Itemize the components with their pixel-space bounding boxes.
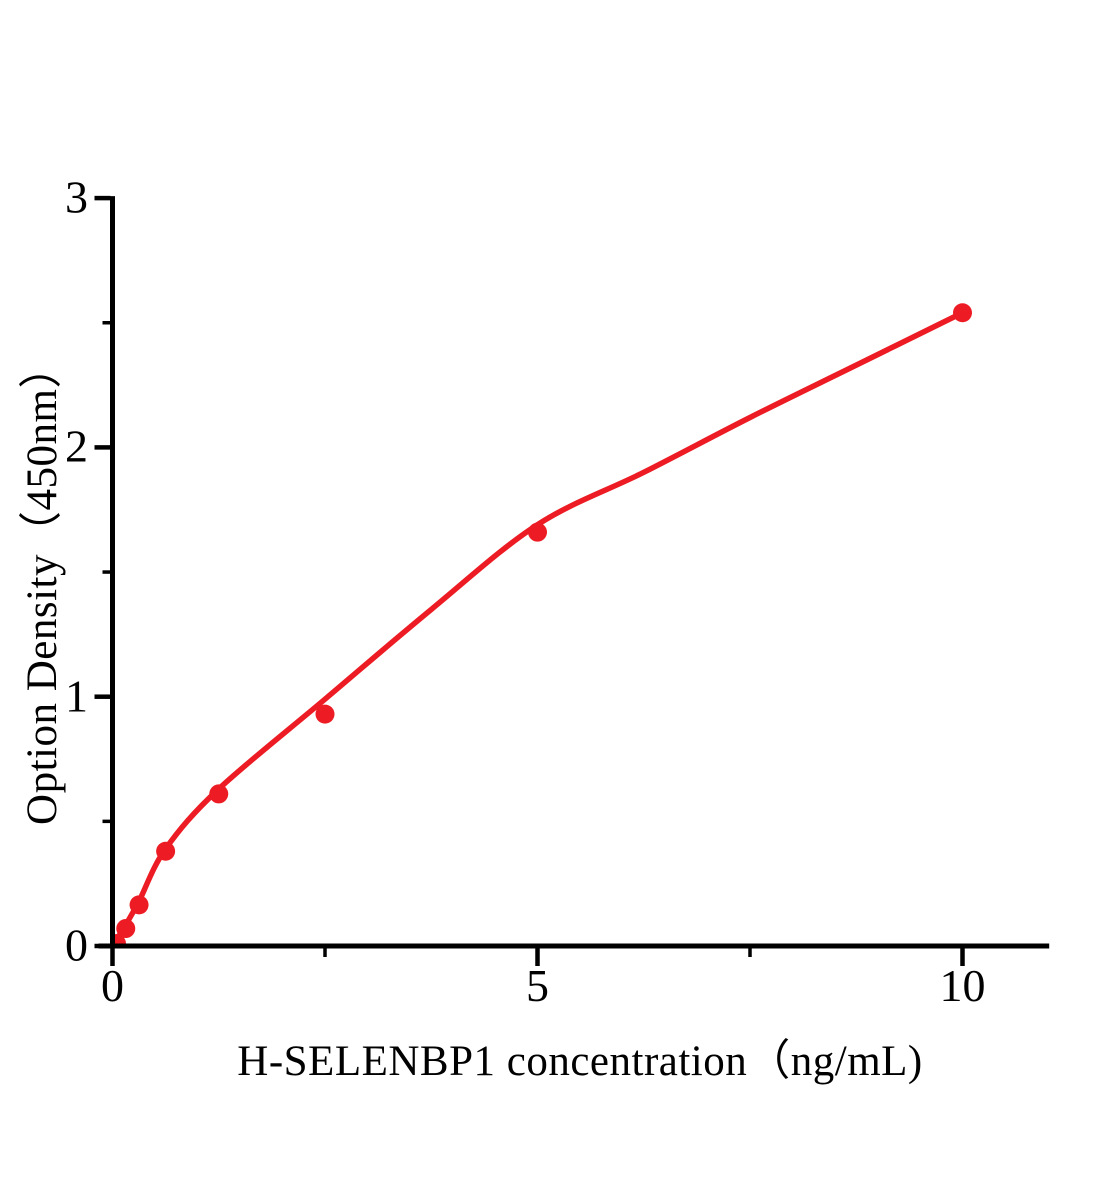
fit-curve-line [114,310,966,944]
y-tick-label: 1 [65,670,88,722]
data-layer [114,303,972,944]
y-tick-label: 0 [65,919,88,971]
y-axis-title: Option Density（450nm） [19,345,66,825]
y-tick-label: 2 [65,420,88,472]
x-tick-label: 0 [101,960,124,1011]
data-point [315,704,335,724]
x-axis-title: H-SELENBP1 concentration（ng/mL) [237,1038,923,1085]
data-point [116,919,136,939]
data-point [156,841,176,861]
data-point [953,303,972,323]
data-point [209,784,229,804]
data-point [129,895,149,915]
y-tick-label: 3 [65,171,88,223]
x-tick-label: 10 [939,960,986,1011]
data-point [528,522,547,542]
x-tick-label: 5 [526,960,549,1011]
data-point [114,934,126,944]
